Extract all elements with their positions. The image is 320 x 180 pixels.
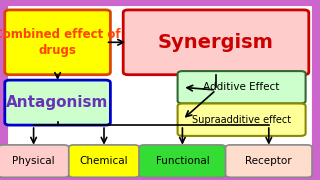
Text: Synergism: Synergism (158, 33, 274, 52)
FancyBboxPatch shape (139, 145, 226, 177)
Text: Combined effect of
drugs: Combined effect of drugs (0, 28, 121, 57)
FancyBboxPatch shape (0, 145, 69, 177)
FancyBboxPatch shape (6, 4, 314, 176)
Text: Receptor: Receptor (245, 156, 292, 166)
FancyBboxPatch shape (178, 103, 306, 136)
FancyBboxPatch shape (226, 145, 312, 177)
Text: Additive Effect: Additive Effect (204, 82, 280, 92)
Text: Physical: Physical (12, 156, 55, 166)
Text: Supraadditive effect: Supraadditive effect (192, 115, 291, 125)
Text: Antagonism: Antagonism (6, 95, 109, 110)
FancyBboxPatch shape (123, 10, 309, 75)
FancyBboxPatch shape (178, 71, 306, 104)
FancyBboxPatch shape (69, 145, 139, 177)
FancyBboxPatch shape (5, 80, 110, 125)
Text: Chemical: Chemical (80, 156, 128, 166)
FancyBboxPatch shape (5, 10, 110, 75)
Text: Functional: Functional (156, 156, 209, 166)
